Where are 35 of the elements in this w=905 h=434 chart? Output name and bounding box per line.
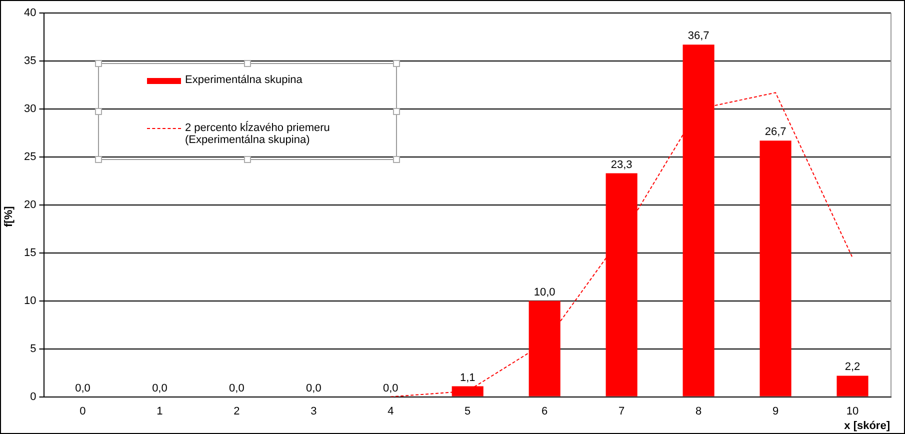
y-tick-label: 30 [24, 102, 36, 115]
y-tick-label: 0 [30, 390, 36, 403]
x-tick-label: 9 [772, 405, 779, 418]
x-tick-label: 2 [234, 405, 240, 418]
y-tick-label: 40 [24, 7, 36, 20]
data-label: 26,7 [764, 126, 786, 138]
data-label: 1,1 [460, 372, 476, 384]
data-label: 0,0 [152, 382, 168, 394]
x-tick-label: 6 [542, 405, 548, 418]
data-label: 0,0 [229, 382, 244, 394]
data-label: 10,0 [534, 286, 556, 298]
y-tick-label: 10 [24, 294, 36, 307]
data-label: 36,7 [688, 30, 710, 42]
bar [836, 376, 868, 396]
y-tick-label: 5 [30, 342, 36, 355]
x-tick-label: 10 [846, 405, 859, 418]
x-axis-title: x [skóre] [844, 420, 890, 432]
x-tick-label: 1 [156, 405, 163, 418]
y-tick-label: 15 [24, 246, 36, 259]
y-axis-title: f[%] [3, 206, 15, 226]
bar [760, 140, 792, 396]
y-tick-label: 35 [24, 55, 36, 68]
data-label: 23,3 [610, 158, 632, 171]
x-tick-label: 0 [80, 405, 86, 418]
x-tick-label: 5 [464, 405, 471, 418]
data-label: 2,2 [844, 361, 860, 374]
x-tick-label: 4 [388, 405, 394, 418]
y-tick-label: 25 [24, 150, 36, 163]
data-label: 0,0 [75, 382, 90, 394]
y-tick-label: 20 [24, 198, 36, 211]
data-label: 0,0 [382, 382, 398, 394]
x-tick-label: 8 [695, 405, 702, 418]
x-tick-label: 3 [310, 405, 317, 418]
data-label: 0,0 [306, 382, 322, 394]
x-tick-label: 7 [618, 405, 625, 418]
